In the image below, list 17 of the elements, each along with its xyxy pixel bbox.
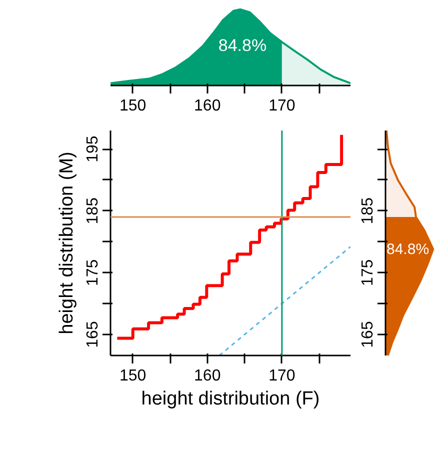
x-tick-label: 160 [194, 368, 221, 384]
y-tick-label: 175 [360, 259, 376, 286]
annotation: 84.8% [386, 241, 430, 258]
y-axis-title: height distribution (M) [56, 152, 78, 334]
y-tick-label: 165 [360, 321, 376, 348]
x-tick-label: 150 [120, 368, 146, 384]
x-tick-label: 170 [268, 368, 296, 384]
y-tick-label: 195 [84, 136, 102, 162]
y-tick-label: 185 [84, 197, 102, 224]
annotation: 84.8% [218, 36, 267, 55]
x-axis-title: height distribution (F) [141, 388, 320, 410]
y-tick-label: 185 [360, 197, 376, 224]
x-tick-label: 170 [268, 98, 296, 114]
x-tick-label: 150 [120, 98, 146, 114]
x-tick-label: 160 [194, 98, 221, 114]
y-tick-label: 175 [84, 259, 102, 286]
y-tick-label: 165 [84, 321, 102, 348]
